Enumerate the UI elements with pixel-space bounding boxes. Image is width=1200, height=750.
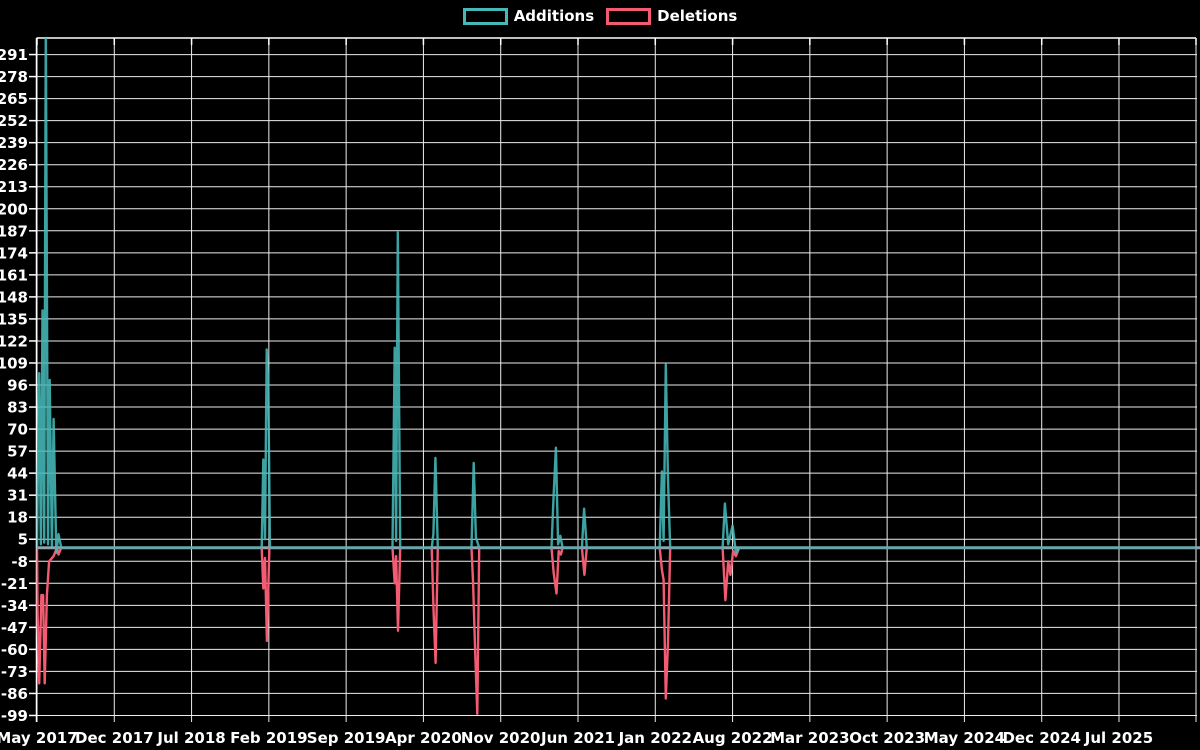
y-tick-labels: 291 278 265 252 239 226 213 200 187 174 161 148 135 1… xyxy=(0,46,28,725)
svg-text:-21: -21 xyxy=(1,575,28,593)
svg-text:Jan 2022: Jan 2022 xyxy=(618,729,692,747)
svg-text:109: 109 xyxy=(0,354,28,372)
svg-text:Nov 2020: Nov 2020 xyxy=(461,729,541,747)
svg-text:-47: -47 xyxy=(1,619,28,637)
svg-text:31: 31 xyxy=(7,487,28,505)
svg-text:Jul 2018: Jul 2018 xyxy=(156,729,225,747)
svg-text:44: 44 xyxy=(7,465,28,483)
svg-text:291: 291 xyxy=(0,46,28,64)
svg-text:-60: -60 xyxy=(1,641,28,659)
grid xyxy=(36,38,1197,722)
svg-text:148: 148 xyxy=(0,288,28,306)
svg-text:Oct 2023: Oct 2023 xyxy=(849,729,925,747)
svg-text:Jun 2021: Jun 2021 xyxy=(540,729,615,747)
svg-text:Mar 2023: Mar 2023 xyxy=(770,729,849,747)
svg-text:278: 278 xyxy=(0,68,28,86)
svg-text:May 2017: May 2017 xyxy=(0,729,78,747)
svg-text:Aug 2022: Aug 2022 xyxy=(693,729,773,747)
svg-text:-86: -86 xyxy=(1,685,28,703)
svg-text:122: 122 xyxy=(0,332,28,350)
series-group xyxy=(36,38,1196,715)
svg-text:18: 18 xyxy=(7,509,28,527)
svg-text:-73: -73 xyxy=(1,663,28,681)
svg-text:Dec 2017: Dec 2017 xyxy=(75,729,154,747)
svg-text:161: 161 xyxy=(0,266,28,284)
svg-text:Sep 2019: Sep 2019 xyxy=(307,729,386,747)
svg-text:57: 57 xyxy=(7,443,28,461)
deletions-swatch xyxy=(606,8,652,25)
svg-text:-34: -34 xyxy=(1,597,28,615)
svg-text:96: 96 xyxy=(7,377,28,395)
svg-text:187: 187 xyxy=(0,222,28,240)
svg-text:May 2024: May 2024 xyxy=(924,729,1005,747)
additions-swatch xyxy=(462,8,508,25)
svg-text:5: 5 xyxy=(18,531,28,549)
svg-text:200: 200 xyxy=(0,200,28,218)
svg-text:265: 265 xyxy=(0,90,28,108)
svg-text:135: 135 xyxy=(0,310,28,328)
additions-line xyxy=(36,38,1196,554)
svg-text:226: 226 xyxy=(0,156,28,174)
svg-text:Apr 2020: Apr 2020 xyxy=(385,729,462,747)
additions-legend-label: Additions xyxy=(513,7,595,25)
svg-text:213: 213 xyxy=(0,178,28,196)
svg-text:-99: -99 xyxy=(1,707,28,725)
svg-text:239: 239 xyxy=(0,134,28,152)
axes xyxy=(29,37,1197,722)
svg-text:Jul 2025: Jul 2025 xyxy=(1084,729,1153,747)
svg-text:Feb 2019: Feb 2019 xyxy=(230,729,308,747)
svg-text:174: 174 xyxy=(0,244,28,262)
deletions-line xyxy=(36,546,1196,715)
legend-item-additions[interactable]: Additions xyxy=(462,7,595,25)
svg-text:83: 83 xyxy=(7,399,28,417)
svg-text:Dec 2024: Dec 2024 xyxy=(1002,729,1081,747)
deletions-legend-label: Deletions xyxy=(657,7,738,25)
legend-item-deletions[interactable]: Deletions xyxy=(606,8,737,25)
svg-text:70: 70 xyxy=(7,421,28,439)
svg-text:-8: -8 xyxy=(11,553,28,571)
chart-legend: Additions Deletions xyxy=(0,8,1200,25)
svg-text:252: 252 xyxy=(0,112,28,130)
